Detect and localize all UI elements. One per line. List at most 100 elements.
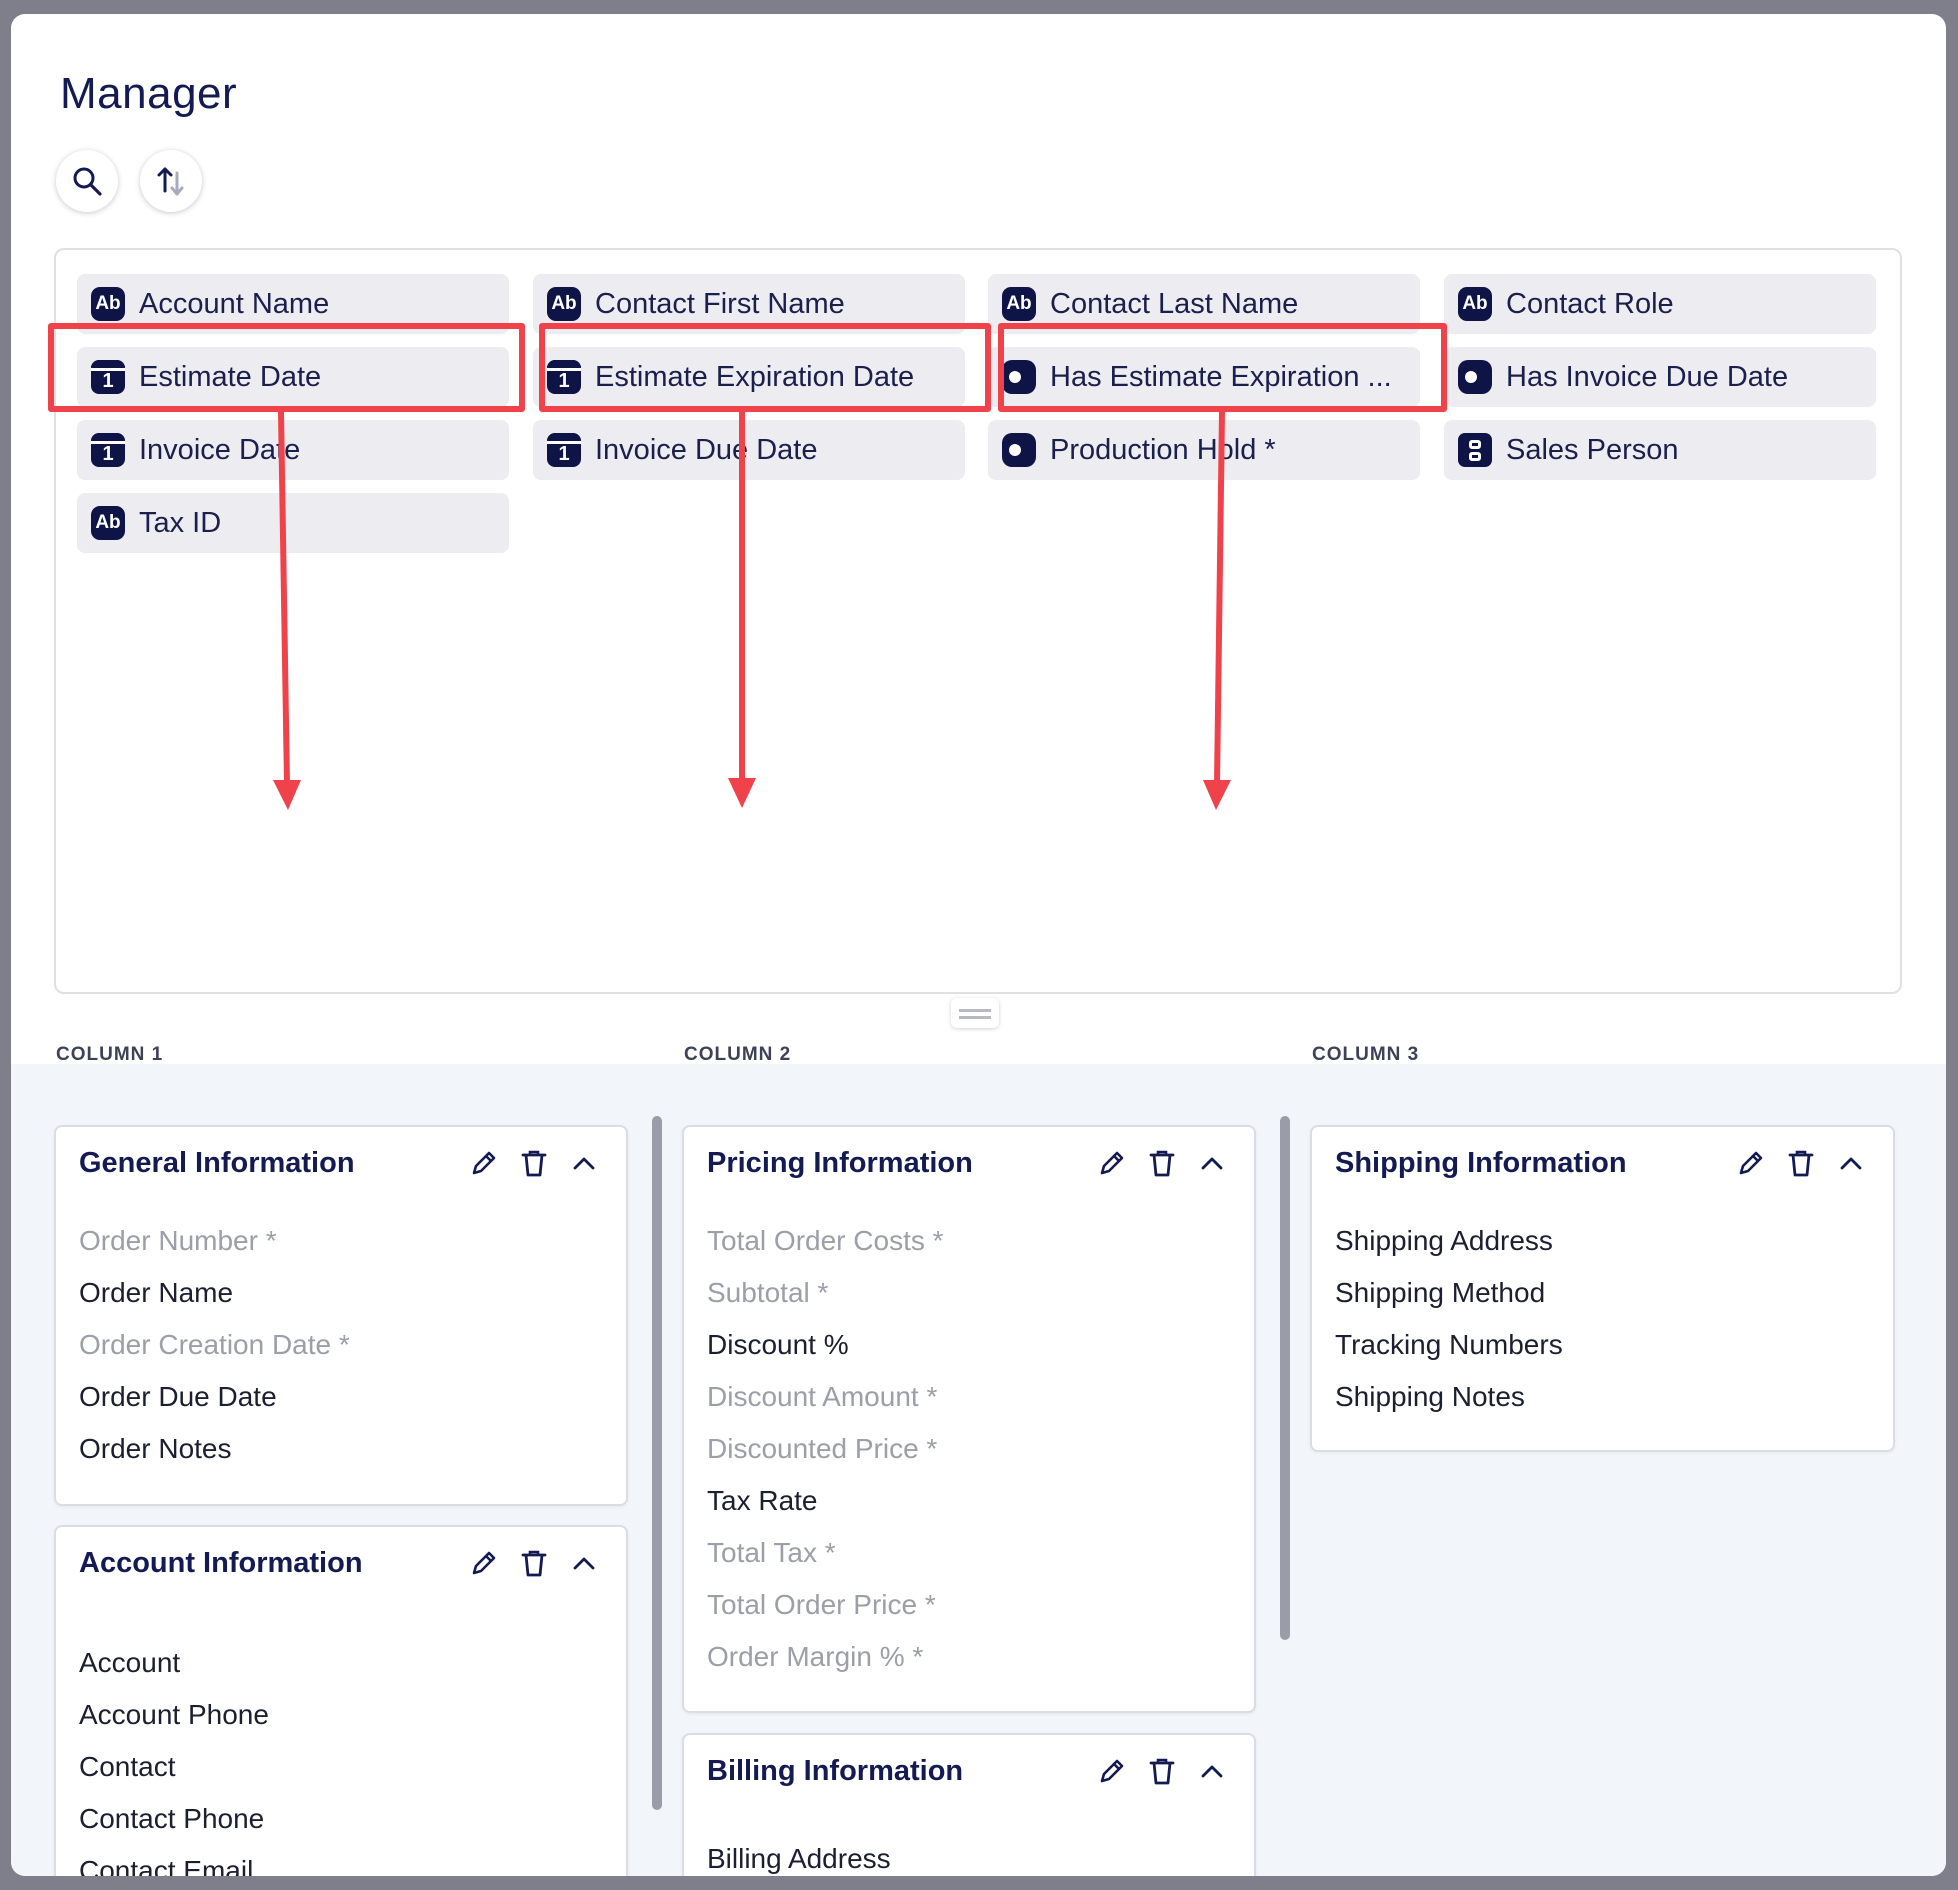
sort-icon	[157, 167, 184, 196]
section-field-item[interactable]: Total Order Costs *	[707, 1225, 944, 1256]
column-2-heading: COLUMN 2	[684, 1044, 792, 1065]
field-chip[interactable]: 1 Estimate Date	[77, 347, 509, 407]
section-field-item[interactable]: Order Notes	[79, 1433, 232, 1464]
field-chip-label: Contact First Name	[595, 287, 845, 320]
section-field-item[interactable]: Order Creation Date *	[79, 1329, 350, 1360]
section-tools	[466, 1145, 602, 1181]
section-title: Pricing Information	[707, 1147, 973, 1179]
pencil-icon	[1733, 1145, 1769, 1181]
delete-section-button[interactable]	[1144, 1145, 1180, 1181]
section-field-list: Shipping Address Shipping Method Tracking …	[1335, 1215, 1563, 1423]
arrow-head-1	[273, 780, 301, 810]
text-type-icon: Ab	[1458, 287, 1492, 321]
section-field-item[interactable]: Total Tax *	[707, 1537, 836, 1568]
field-chip[interactable]: Has Invoice Due Date	[1444, 347, 1876, 407]
section-field-item[interactable]: Order Name	[79, 1277, 234, 1308]
section-field-item[interactable]: Total Order Price *	[707, 1589, 936, 1620]
edit-section-button[interactable]	[1094, 1145, 1130, 1181]
section-field-item[interactable]: Contact Phone	[79, 1803, 265, 1834]
collapse-section-button[interactable]	[1194, 1145, 1230, 1181]
pencil-icon	[1094, 1145, 1130, 1181]
collapse-section-button[interactable]	[566, 1545, 602, 1581]
field-chip[interactable]: 1 Invoice Due Date	[533, 420, 965, 480]
edit-section-button[interactable]	[466, 1545, 502, 1581]
field-chip[interactable]: Ab Tax ID	[77, 493, 509, 553]
delete-section-button[interactable]	[1144, 1753, 1180, 1789]
search-button[interactable]	[56, 150, 118, 212]
annotation-arrows	[273, 411, 1231, 810]
account-information-card[interactable]: Account Information Account Account Phone C…	[54, 1525, 628, 1876]
section-field-item[interactable]: Shipping Method	[1335, 1277, 1546, 1308]
sort-button[interactable]	[140, 150, 202, 212]
field-chip[interactable]: 1 Invoice Date	[77, 420, 509, 480]
general-information-card[interactable]: General Information Order Number * Order N…	[54, 1125, 628, 1506]
section-field-item[interactable]: Tax Rate	[707, 1485, 818, 1516]
section-field-item[interactable]: Contact Email	[79, 1855, 254, 1876]
shipping-information-card[interactable]: Shipping Information Shipping Address Ship…	[1310, 1125, 1895, 1452]
search-icon	[73, 167, 102, 196]
delete-section-button[interactable]	[1783, 1145, 1819, 1181]
section-field-item[interactable]: Discount %	[707, 1329, 849, 1360]
calendar-icon: 1	[547, 360, 581, 394]
field-chip[interactable]: Sales Person	[1444, 420, 1876, 480]
chevron-up-icon	[566, 1145, 602, 1181]
section-field-item[interactable]: Contact	[79, 1751, 176, 1782]
section-field-item[interactable]: Shipping Notes	[1335, 1381, 1525, 1412]
section-field-item[interactable]: Order Due Date	[79, 1381, 277, 1412]
text-type-icon: Ab	[91, 287, 125, 321]
collapse-section-button[interactable]	[566, 1145, 602, 1181]
panel-resize-handle[interactable]	[951, 998, 999, 1028]
delete-section-button[interactable]	[516, 1145, 552, 1181]
column-3-heading: COLUMN 3	[1312, 1044, 1420, 1065]
manager-window: Manager Ab Account Name Ab Contact First Na…	[11, 14, 1946, 1876]
field-chip-label: Production Hold *	[1050, 433, 1276, 466]
field-chip-label: Has Estimate Expiration ...	[1050, 360, 1392, 393]
section-field-item[interactable]: Discount Amount *	[707, 1381, 938, 1412]
section-field-item[interactable]: Order Margin % *	[707, 1641, 924, 1672]
section-field-item[interactable]: Tracking Numbers	[1335, 1329, 1563, 1360]
field-chip[interactable]: 1 Estimate Expiration Date	[533, 347, 965, 407]
column-separator-2[interactable]	[1280, 1116, 1290, 1640]
field-chip-label: Invoice Date	[139, 433, 301, 466]
section-field-item[interactable]: Discounted Price *	[707, 1433, 938, 1464]
section-field-item[interactable]: Order Number *	[79, 1225, 277, 1256]
pricing-information-card[interactable]: Pricing Information Total Order Costs * Su…	[682, 1125, 1256, 1713]
section-tools	[466, 1545, 602, 1581]
section-field-item[interactable]: Account	[79, 1647, 181, 1678]
field-chip[interactable]: Has Estimate Expiration ...	[988, 347, 1420, 407]
pencil-icon	[1094, 1753, 1130, 1789]
calendar-icon: 1	[91, 433, 125, 467]
field-chip-label: Estimate Expiration Date	[595, 360, 915, 393]
field-chip[interactable]: Ab Contact Role	[1444, 274, 1876, 334]
section-tools	[1094, 1145, 1230, 1181]
field-chip[interactable]: Production Hold *	[988, 420, 1420, 480]
section-field-item[interactable]: Account Phone	[79, 1699, 269, 1730]
field-chip-label: Sales Person	[1506, 433, 1679, 466]
person-icon	[1458, 433, 1492, 467]
arrow-line-1	[278, 411, 290, 785]
billing-information-card[interactable]: Billing Information Billing Address	[682, 1733, 1256, 1876]
collapse-section-button[interactable]	[1194, 1753, 1230, 1789]
section-field-item[interactable]: Shipping Address	[1335, 1225, 1553, 1256]
toggle-icon	[1458, 360, 1492, 394]
column-separator-1[interactable]	[652, 1116, 662, 1810]
field-chip-label: Estimate Date	[139, 360, 322, 393]
field-chip-label: Has Invoice Due Date	[1506, 360, 1789, 393]
collapse-section-button[interactable]	[1833, 1145, 1869, 1181]
trash-icon	[1144, 1145, 1180, 1181]
section-title: Billing Information	[707, 1755, 964, 1787]
field-chip-label: Contact Role	[1506, 287, 1674, 320]
section-field-item[interactable]: Billing Address	[707, 1843, 891, 1874]
edit-section-button[interactable]	[466, 1145, 502, 1181]
arrow-head-2	[728, 778, 756, 808]
edit-section-button[interactable]	[1733, 1145, 1769, 1181]
field-chip-label: Invoice Due Date	[595, 433, 818, 466]
delete-section-button[interactable]	[516, 1545, 552, 1581]
edit-section-button[interactable]	[1094, 1753, 1130, 1789]
section-field-item[interactable]: Subtotal *	[707, 1277, 829, 1308]
highlight-box-estimate-date	[48, 323, 525, 412]
page-title: Manager	[60, 69, 238, 118]
toggle-icon	[1002, 433, 1036, 467]
trash-icon	[516, 1145, 552, 1181]
section-title: General Information	[79, 1147, 355, 1179]
